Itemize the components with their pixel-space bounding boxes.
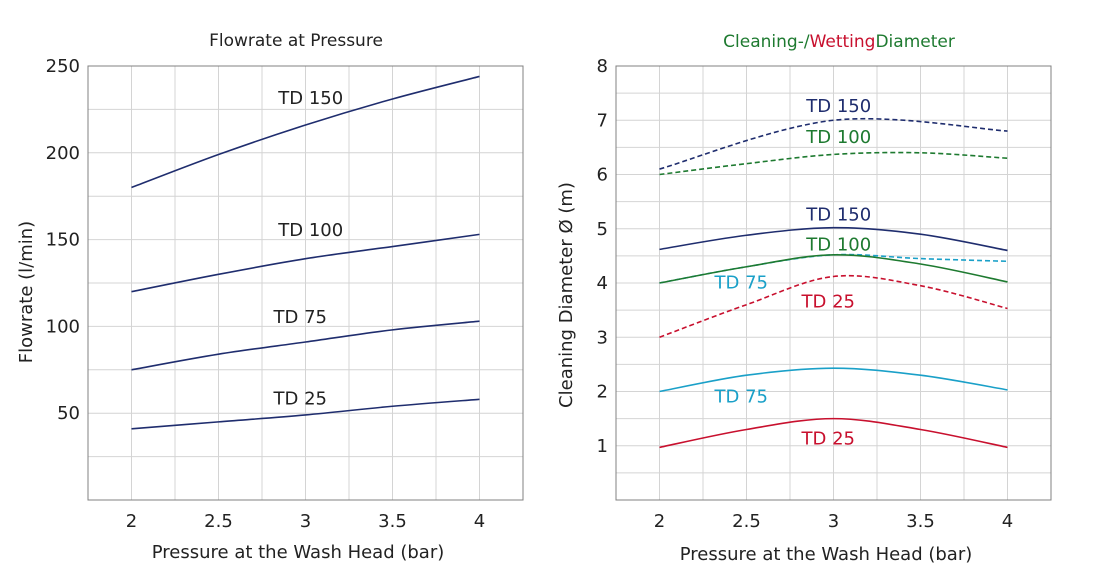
chart-0-plot-frame	[87, 65, 524, 501]
chart-1-series-line-td-100-solid	[659, 253, 1008, 284]
chart-1-line-label: TD 100	[805, 234, 871, 255]
chart-0-series-line-td-25-solid	[131, 398, 480, 430]
chart-1-x-axis-label: Pressure at the Wash Head (bar)	[680, 544, 973, 565]
chart-1-series-line-td-75-solid	[659, 367, 1008, 393]
chart-0-ytick-label: 150	[46, 230, 80, 251]
chart-0-grid	[88, 66, 523, 500]
chart-1-ytick-label: 5	[597, 219, 608, 240]
chart-1-ytick-label: 7	[597, 110, 608, 131]
cleaning-diameter-chart: 2 2.5 3 3.5 4 1 2 3 4 5 6 7 8 Cleaning-/WettingDiamet…	[556, 32, 1052, 565]
chart-0-x-axis-label: Pressure at the Wash Head (bar)	[152, 542, 445, 563]
chart-1-y-axis-label: Cleaning Diameter Ø (m)	[556, 182, 577, 408]
chart-1-title-part: Wetting	[810, 32, 876, 52]
chart-0-line-label: TD 150	[277, 88, 343, 109]
chart-0-ytick-label: 100	[46, 316, 80, 337]
chart-0-ytick-label: 250	[46, 56, 80, 77]
chart-0-series-line-td-75-solid	[131, 320, 480, 371]
chart-1-series-line-td-100-dashed	[659, 151, 1008, 176]
chart-1-xtick-label: 2.5	[732, 511, 761, 532]
chart-1-title: Cleaning-/WettingDiameter	[723, 32, 955, 52]
chart-1-ytick-label: 4	[597, 273, 608, 294]
chart-1-ytick-label: 2	[597, 382, 608, 403]
chart-1-ytick-label: 3	[597, 327, 608, 348]
chart-0-xtick-label: 3	[300, 511, 311, 532]
chart-1-title-part: Cleaning-/	[723, 32, 810, 52]
chart-0-line-label: TD 100	[277, 220, 343, 241]
chart-1-line-label: TD 75	[714, 272, 768, 293]
chart-1-ytick-label: 8	[597, 56, 608, 77]
chart-0-line-label: TD 75	[273, 307, 327, 328]
chart-1-xtick-label: 4	[1002, 511, 1013, 532]
chart-1-plot-frame	[615, 65, 1052, 501]
chart-1-line-label: TD 150	[805, 205, 871, 226]
chart-1-title-part: Diameter	[875, 32, 954, 52]
chart-1-ytick-label: 1	[597, 436, 608, 457]
chart-1-line-label: TD 100	[805, 127, 871, 148]
chart-0-xtick-label: 3.5	[378, 511, 407, 532]
chart-0-title: Flowrate at Pressure	[209, 31, 383, 51]
chart-1-line-label: TD 150	[805, 96, 871, 117]
chart-0-series-line-td-100-solid	[131, 233, 480, 293]
chart-1-line-label: TD 75	[714, 386, 768, 407]
chart-1-xtick-label: 2	[654, 511, 665, 532]
chart-1-xtick-label: 3	[828, 511, 839, 532]
chart-0-series-line-td-150-solid	[131, 75, 480, 189]
chart-1-line-label: TD 25	[801, 429, 855, 450]
chart-1-series-line-td-150-solid	[659, 226, 1008, 252]
chart-0-line-label: TD 25	[273, 389, 327, 410]
chart-1-series-line-td-150-dashed	[659, 117, 1008, 170]
chart-0-ytick-label: 50	[57, 403, 80, 424]
chart-1-xtick-label: 3.5	[906, 511, 935, 532]
chart-1-series-line-td-25-solid	[659, 417, 1008, 449]
chart-0-xtick-label: 2.5	[204, 511, 233, 532]
chart-0-xtick-label: 2	[126, 511, 137, 532]
chart-0-xtick-label: 4	[474, 511, 485, 532]
chart-1-grid	[616, 66, 1051, 500]
chart-0-ytick-label: 200	[46, 143, 80, 164]
flowrate-chart: 2 2.5 3 3.5 4 50 100 150 200 250 Flowrate at Press…	[16, 31, 524, 563]
chart-0-y-axis-label: Flowrate (l/min)	[16, 221, 37, 363]
chart-1-ytick-label: 6	[597, 165, 608, 186]
chart-1-series-line-td-25-dashed	[659, 274, 1008, 338]
chart-1-line-label: TD 25	[801, 291, 855, 312]
